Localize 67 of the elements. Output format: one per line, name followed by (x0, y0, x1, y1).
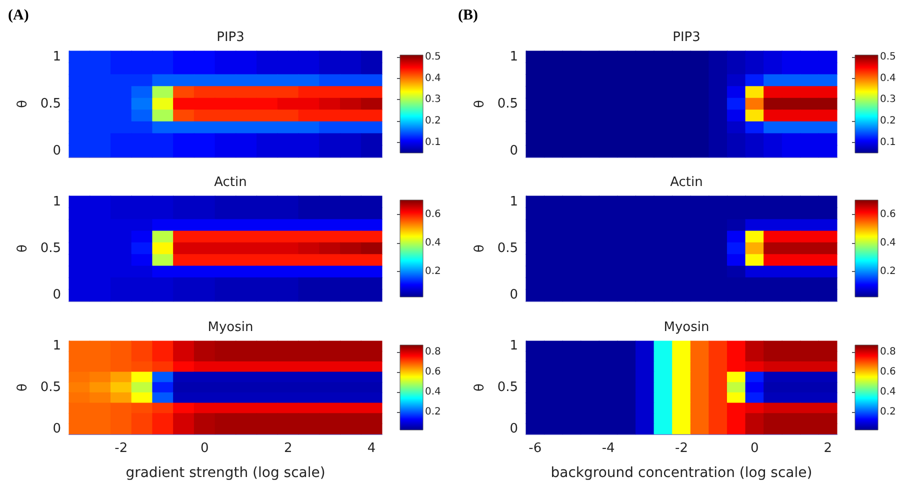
color-bar-label: 0.6 (880, 366, 896, 378)
y-tick-label: 0.5 (40, 380, 61, 395)
x-tick-label: 2 (284, 441, 292, 456)
chart-title: Actin (214, 175, 247, 190)
color-bar-label: 0.4 (880, 72, 896, 84)
color-bar-label: 0.4 (880, 386, 896, 398)
text: (A) (8, 8, 29, 24)
y-tick-label: 1 (510, 338, 518, 354)
x-tick-label: -2 (675, 441, 688, 456)
color-bar-label: 0.5 (425, 52, 441, 63)
color-bar-label: 0.3 (880, 94, 896, 106)
y-tick-label: 1 (52, 49, 61, 64)
color-bar-label: 0.6 (425, 366, 441, 378)
y-axis-title: θ (15, 100, 30, 108)
x-tick-label: -6 (528, 441, 542, 456)
chart-title: PIP3 (672, 30, 700, 45)
x-tick-label: 2 (824, 441, 832, 456)
text: (B) (458, 8, 478, 24)
x-tick-label: 0 (200, 441, 209, 456)
y-tick-label: 0 (510, 144, 518, 159)
y-tick-label: 0.5 (497, 96, 518, 112)
color-bar-label: 0.1 (425, 136, 441, 148)
y-axis-title: θ (15, 244, 30, 252)
x-axis-title: gradient strength (log scale) (126, 465, 326, 481)
x-tick-label: 4 (367, 441, 376, 456)
color-bar-label: 0.6 (425, 208, 441, 220)
color-bar-label: 0.4 (425, 237, 441, 248)
chart-title: Myosin (664, 320, 710, 335)
y-tick-label: 0 (510, 288, 518, 303)
y-tick-label: 0.5 (497, 241, 518, 256)
y-axis-title: θ (472, 100, 488, 108)
color-bar-label: 0.2 (425, 116, 441, 127)
y-tick-label: 1 (510, 194, 518, 210)
color-bar-label: 0.2 (880, 266, 896, 277)
color-bar-label: 0.5 (880, 52, 896, 63)
y-tick-label: 0 (52, 288, 61, 303)
color-bar-label: 0.2 (425, 266, 441, 277)
y-axis-title: θ (472, 383, 488, 392)
chart-title: Myosin (208, 320, 254, 335)
color-bar-label: 0.8 (880, 346, 896, 358)
color-bar-label: 0.8 (425, 346, 441, 358)
color-bar-label: 0.3 (425, 94, 441, 106)
x-tick-label: 0 (750, 441, 759, 456)
x-axis-title: background concentration (log scale) (550, 465, 812, 481)
x-tick-label: -4 (602, 441, 615, 456)
y-tick-label: 0.5 (40, 96, 61, 112)
y-tick-label: 0 (510, 421, 518, 436)
y-axis-title: θ (15, 383, 30, 392)
x-tick-label: -2 (114, 441, 128, 456)
y-tick-label: 1 (510, 49, 518, 64)
y-tick-label: 1 (52, 194, 61, 210)
chart-title: Actin (670, 175, 703, 190)
y-tick-label: 1 (52, 338, 61, 354)
color-bar-label: 0.4 (880, 237, 896, 248)
color-bar-label: 0.1 (880, 136, 896, 148)
y-axis-title: θ (472, 244, 488, 252)
color-bar-label: 0.2 (425, 406, 441, 418)
y-tick-label: 0.5 (497, 380, 518, 395)
y-tick-label: 0 (52, 144, 61, 159)
color-bar-label: 0.2 (880, 406, 896, 418)
color-bar-label: 0.6 (880, 208, 896, 220)
color-bar-label: 0.4 (425, 72, 441, 84)
y-tick-label: 0.5 (40, 241, 61, 256)
color-bar-label: 0.2 (880, 116, 896, 127)
color-bar-label: 0.4 (425, 386, 441, 398)
chart-title: PIP3 (216, 30, 244, 45)
y-tick-label: 0 (52, 421, 61, 436)
